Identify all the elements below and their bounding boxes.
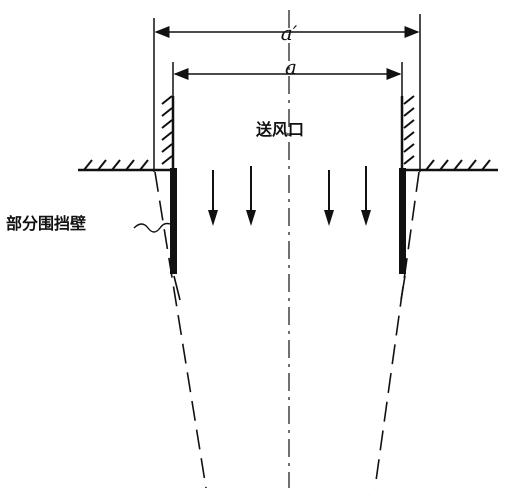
jet-boundary-inner-right: [400, 275, 406, 301]
duct-wall-right: [400, 95, 415, 170]
jet-boundary-outer-right: [374, 171, 420, 489]
ceiling-left: [78, 159, 172, 172]
label-air-outlet: 送风口: [255, 120, 304, 139]
baffle-wall-right: [399, 168, 406, 274]
airflow-arrow: [246, 166, 256, 226]
dim-label-outer: a′: [281, 21, 298, 45]
dim-label-inner: a: [285, 55, 297, 79]
baffle-wall-left: [170, 168, 177, 274]
ceiling-right: [404, 159, 498, 172]
jet-boundary-inner-left: [173, 275, 181, 301]
duct-wall-left: [161, 95, 175, 170]
airflow-arrow: [361, 166, 371, 226]
airflow-arrow: [324, 170, 334, 226]
airflow-arrows: [208, 166, 371, 226]
label-partial-wall: 部分围挡壁: [6, 214, 86, 233]
airflow-arrow: [208, 170, 218, 226]
leader-line-partial-wall: [133, 222, 171, 233]
jet-boundary-outer-left: [154, 171, 207, 489]
